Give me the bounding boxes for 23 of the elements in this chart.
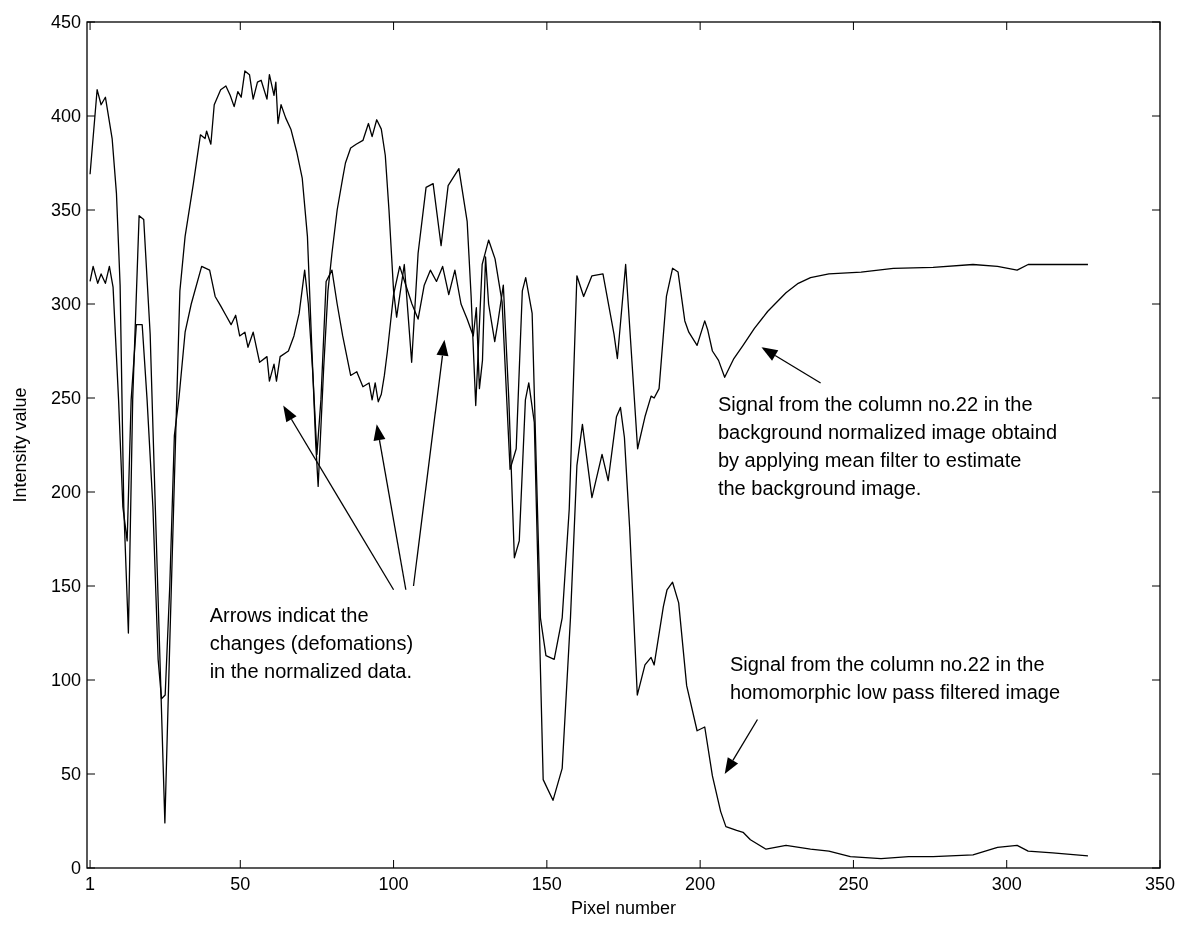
x-axis-title: Pixel number [570,898,677,918]
y-tick-label: 0 [70,858,81,878]
y-tick-label: 350 [50,200,81,220]
y-tick-label: 450 [50,12,81,32]
y-tick-label: 250 [50,388,81,408]
annotation: Arrows indicat the changes (defomations) in the normalized data. [209,603,414,682]
y-tick-label: 300 [50,294,81,314]
annotation: Signal from the column no.22 in the homomorphic low pass filtered image [729,652,1061,703]
x-tick-label: 50 [230,874,251,894]
x-tick-label: 150 [531,874,562,894]
y-tick-label: 400 [50,106,81,126]
y-tick-label: 150 [50,576,81,596]
x-tick-label: 100 [378,874,409,894]
y-axis-title: Intensity value [10,387,30,503]
annotation: Signal from the column no.22 in the background normalized image obtaind by applying mean filter to estimate the background image. [717,393,1058,500]
x-tick-label: 300 [991,874,1022,894]
x-tick-label: 350 [1144,874,1176,894]
x-tick-label: 1 [85,874,96,894]
y-tick-label: 200 [50,482,81,502]
x-tick-label: 200 [685,874,716,894]
y-tick-label: 100 [50,670,81,690]
y-tick-label: 50 [60,764,81,784]
x-tick-label: 250 [838,874,869,894]
